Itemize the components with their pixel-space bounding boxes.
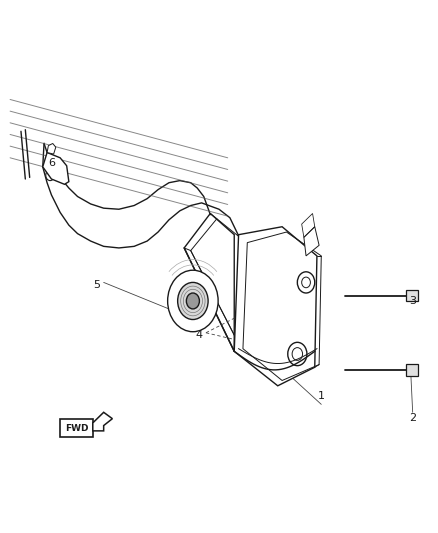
Polygon shape: [43, 152, 69, 184]
Circle shape: [48, 160, 57, 171]
Circle shape: [178, 282, 208, 319]
Text: 1: 1: [318, 391, 325, 401]
Polygon shape: [93, 413, 113, 431]
FancyBboxPatch shape: [406, 290, 418, 302]
Text: FWD: FWD: [65, 424, 88, 433]
Circle shape: [168, 270, 218, 332]
Text: 6: 6: [48, 158, 55, 168]
Circle shape: [46, 170, 54, 181]
Text: 3: 3: [409, 296, 416, 306]
Circle shape: [186, 293, 199, 309]
Text: 5: 5: [94, 280, 101, 290]
Polygon shape: [184, 214, 234, 351]
Circle shape: [288, 342, 307, 366]
Polygon shape: [47, 143, 56, 154]
Text: 2: 2: [409, 413, 416, 423]
Polygon shape: [304, 227, 319, 256]
FancyBboxPatch shape: [60, 419, 93, 438]
Text: 4: 4: [196, 330, 203, 341]
FancyBboxPatch shape: [406, 364, 418, 376]
Polygon shape: [234, 227, 317, 386]
Circle shape: [297, 272, 315, 293]
